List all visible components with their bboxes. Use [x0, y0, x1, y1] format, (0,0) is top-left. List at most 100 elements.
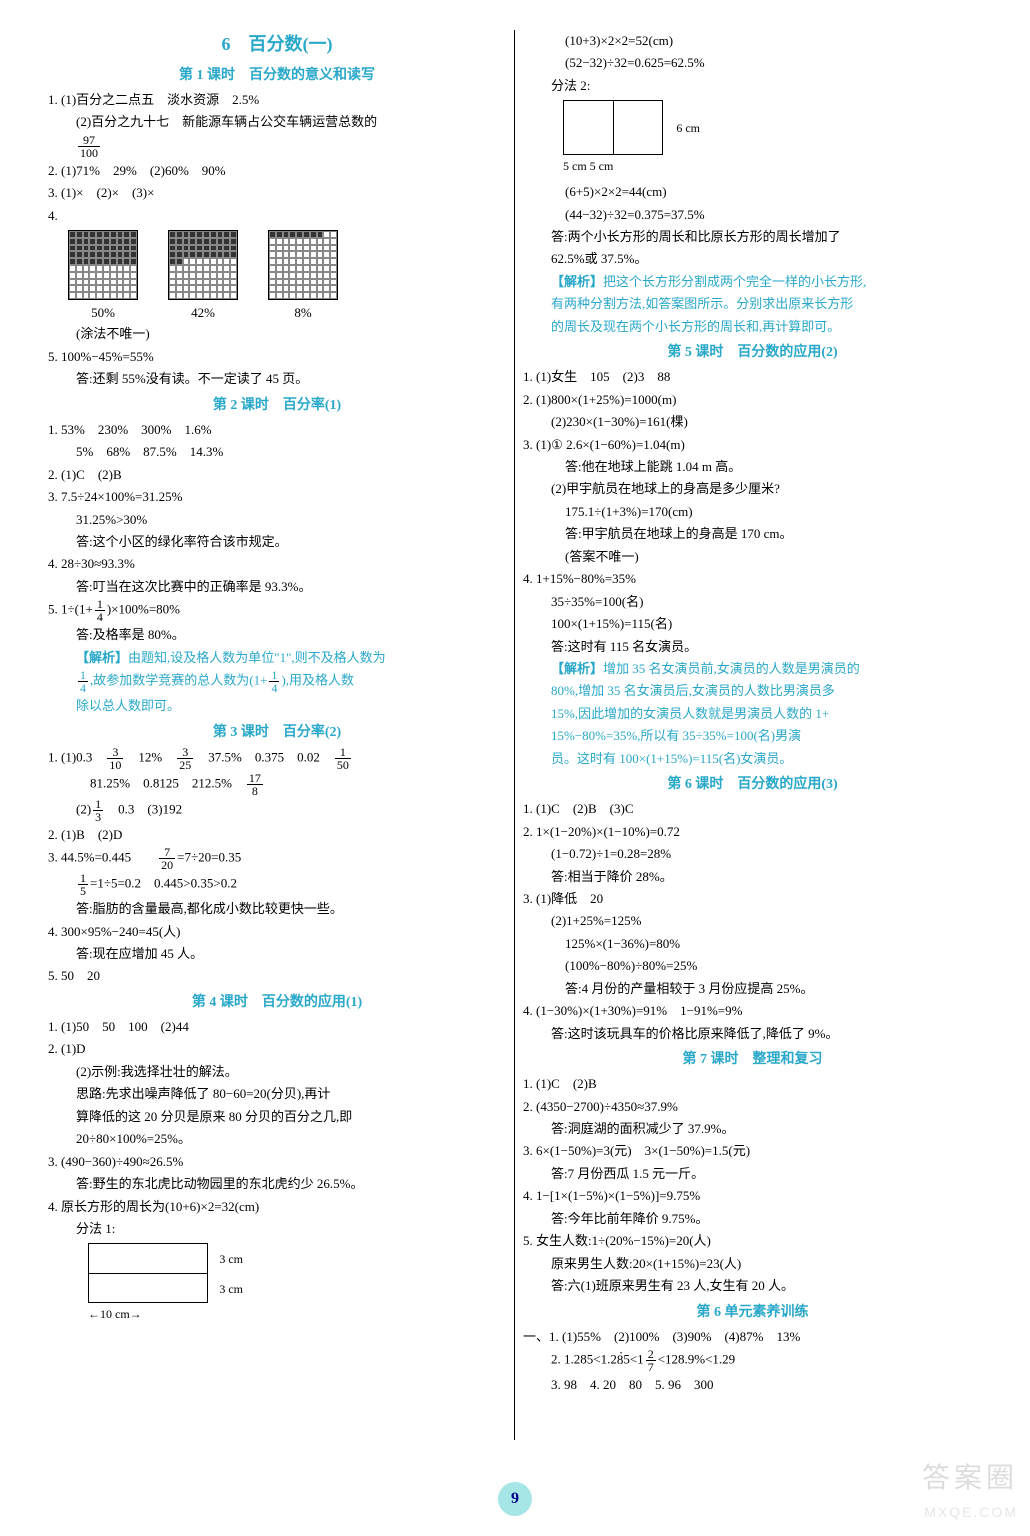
po: 0.3 (3)192 — [105, 801, 182, 816]
train-title: 第 6 单元素养训练 — [523, 1301, 982, 1324]
gl2: 8% — [268, 302, 338, 323]
l3-q2: 2. (1)B (2)D — [48, 824, 506, 845]
l5-q3e: 答:甲宇航员在地球上的身高是 170 cm。 — [523, 523, 982, 544]
l1-q4note: (涂法不唯一) — [48, 323, 506, 344]
r-a2: 有两种分割方法,如答案图所示。分别求出原来长方形 — [523, 293, 982, 314]
grid-labels: 50% 42% 8% — [68, 302, 506, 323]
l2-q5a: 5. 1÷(1+14)×100%=80% — [48, 598, 506, 623]
l5-a3: 15%,因此增加的女演员人数就是男演员人数的 1+ — [523, 703, 982, 724]
l2-q5b: 答:及格率是 80%。 — [48, 624, 506, 645]
l1-q1a: 1. (1)百分之二点五 淡水资源 2.5% — [48, 89, 506, 110]
fn: 97 — [78, 134, 100, 147]
l2-q4b: 答:叮当在这次比赛中的正确率是 93.3%。 — [48, 576, 506, 597]
q5apre: 5. 1÷ — [48, 602, 75, 617]
r-anal: 【解析】把这个长方形分割成两个完全一样的小长方形, — [523, 271, 982, 292]
n: 1 — [335, 746, 351, 759]
d: 7 — [646, 1361, 656, 1373]
po: =7÷20=0.35 — [177, 850, 241, 865]
grid-row — [68, 230, 506, 300]
watermark-line2: MXQE.COM — [922, 1501, 1018, 1524]
l3-q1c: (2)13 0.3 (3)192 — [48, 798, 506, 823]
l4-q4a: 4. 原长方形的周长为(10+6)×2=32(cm) — [48, 1196, 506, 1217]
p: 3. 44.5%=0.445 — [48, 850, 157, 865]
a1: 把这个长方形分割成两个完全一样的小长方形, — [603, 274, 866, 289]
l1-q3: 3. (1)× (2)× (3)× — [48, 182, 506, 203]
t-l1: 一、1. (1)55% (2)100% (3)90% (4)87% 13% — [523, 1326, 982, 1347]
unit-title: 6 百分数(一) — [48, 30, 506, 60]
l4-q2c: 思路:先求出噪声降低了 80−60=20(分贝),再计 — [48, 1083, 506, 1104]
db: 10 cm — [100, 1307, 130, 1321]
left-column: 6 百分数(一) 第 1 课时 百分数的意义和读写 1. (1)百分之二点五 淡… — [40, 30, 515, 1440]
d: 50 — [335, 759, 351, 771]
watermark: 答案圈 MXQE.COM — [922, 1455, 1018, 1524]
l4-q2a: 2. (1)D — [48, 1038, 506, 1059]
r-l1: (10+3)×2×2=52(cm) — [523, 30, 982, 51]
l1-q1b-frac: 97100 — [48, 134, 506, 159]
l2-q4a: 4. 28÷30≈93.3% — [48, 553, 506, 574]
page-columns: 6 百分数(一) 第 1 课时 百分数的意义和读写 1. (1)百分之二点五 淡… — [40, 30, 990, 1440]
l1-q1b: (2)百分之九十七 新能源车辆占公交车辆运营总数的 — [48, 111, 506, 132]
r-l6: 答:两个小长方形的周长和比原长方形的周长增加了 — [523, 226, 982, 247]
lesson1-title: 第 1 课时 百分数的意义和读写 — [48, 64, 506, 87]
lesson4-title: 第 4 课时 百分数的应用(1) — [48, 991, 506, 1014]
l5-a5: 员。这时有 100×(1+15%)=115(名)女演员。 — [523, 748, 982, 769]
l3-q5: 5. 50 20 — [48, 965, 506, 986]
diagram-split-h: 3 cm 3 cm ←10 cm→ — [88, 1243, 506, 1325]
l2-anal: 【解析】由题知,设及格人数为单位"1",则不及格人数为 — [48, 647, 506, 668]
r-l5: (44−32)÷32=0.375=37.5% — [523, 204, 982, 225]
l3-q4b: 答:现在应增加 45 人。 — [48, 943, 506, 964]
l4-q3a: 3. (490−360)÷490≈26.5% — [48, 1151, 506, 1172]
l4-q4b: 分法 1: — [48, 1218, 506, 1239]
grid-8 — [268, 230, 338, 300]
l2-anal3: 除以总人数即可。 — [48, 695, 506, 716]
po: =1÷5=0.2 0.445>0.35>0.2 — [90, 876, 237, 891]
l6-q4a: 4. (1−30%)×(1+30%)=91% 1−91%=9% — [523, 1000, 982, 1021]
q5amid: ×100%=80% — [111, 602, 180, 617]
l7-q5a: 5. 女生人数:1÷(20%−15%)=20(人) — [523, 1230, 982, 1251]
l6-q2b: (1−0.72)÷1=0.28=28% — [523, 843, 982, 864]
watermark-line1: 答案圈 — [922, 1455, 1018, 1501]
l7-q5c: 答:六(1)班原来男生有 23 人,女生有 20 人。 — [523, 1275, 982, 1296]
l1-q1b-text: (2)百分之九十七 新能源车辆占公交车辆运营总数的 — [76, 114, 377, 129]
l6-q2c: 答:相当于降价 28%。 — [523, 866, 982, 887]
lesson6-title: 第 6 课时 百分数的应用(3) — [523, 773, 982, 796]
l4-q3b: 答:野生的东北虎比动物园里的东北虎约少 26.5%。 — [48, 1173, 506, 1194]
gl0: 50% — [68, 302, 138, 323]
l6-q2a: 2. 1×(1−20%)×(1−10%)=0.72 — [523, 821, 982, 842]
l3-q3b: 15=1÷5=0.2 0.445>0.35>0.2 — [48, 872, 506, 897]
d: 20 — [159, 859, 175, 871]
r-l2: (52−32)÷32=0.625=62.5% — [523, 52, 982, 73]
l7-q3a: 3. 6×(1−50%)=3(元) 3×(1−50%)=1.5(元) — [523, 1140, 982, 1161]
fd: 100 — [78, 147, 100, 159]
dim-b: ←10 cm→ — [88, 1305, 506, 1325]
l7-q2b: 答:洞庭湖的面积减少了 37.9%。 — [523, 1118, 982, 1139]
l1-q5b: 答:还剩 55%没有读。不一定读了 45 页。 — [48, 368, 506, 389]
l4-q2b: (2)示例:我选择壮壮的解法。 — [48, 1061, 506, 1082]
d2b: 5 cm 5 cm — [563, 157, 982, 177]
l3-q3c: 答:脂肪的含量最高,都化成小数比较更快一些。 — [48, 898, 506, 919]
d: 5 — [78, 885, 88, 897]
r-l4: (6+5)×2×2=44(cm) — [523, 181, 982, 202]
lesson7-title: 第 7 课时 整理和复习 — [523, 1048, 982, 1071]
l2-q2: 2. (1)C (2)B — [48, 464, 506, 485]
p: 81.25% 0.8125 212.5% — [90, 775, 245, 790]
l5-a2: 80%,增加 35 名女演员后,女演员的人数比男演员多 — [523, 680, 982, 701]
l2-q3b: 31.25%>30% — [48, 509, 506, 530]
l7-q1: 1. (1)C (2)B — [523, 1073, 982, 1094]
l5-q4d: 答:这时有 115 名女演员。 — [523, 636, 982, 657]
lesson2-title: 第 2 课时 百分率(1) — [48, 394, 506, 417]
r-a3: 的周长及现在两个小长方形的周长和,再计算即可。 — [523, 316, 982, 337]
l5-q4c: 100×(1+15%)=115(名) — [523, 613, 982, 634]
l6-q3d: (100%−80%)÷80%=25% — [523, 955, 982, 976]
m2: 37.5% 0.375 0.02 — [195, 749, 333, 764]
grid-50 — [68, 230, 138, 300]
rect-v: 6 cm — [563, 100, 663, 155]
p: (2) — [76, 801, 91, 816]
l5-q2b: (2)230×(1−30%)=161(棵) — [523, 411, 982, 432]
l5-q4a: 4. 1+15%−80%=35% — [523, 568, 982, 589]
n: 17 — [247, 772, 263, 785]
r-l7: 62.5%或 37.5%。 — [523, 248, 982, 269]
anal-label: 【解析】 — [76, 650, 128, 665]
l2-anal2: 14,故参加数学竞赛的总人数为(1+14),用及格人数 — [48, 669, 506, 694]
dim-r2: 3 cm — [219, 1280, 243, 1300]
